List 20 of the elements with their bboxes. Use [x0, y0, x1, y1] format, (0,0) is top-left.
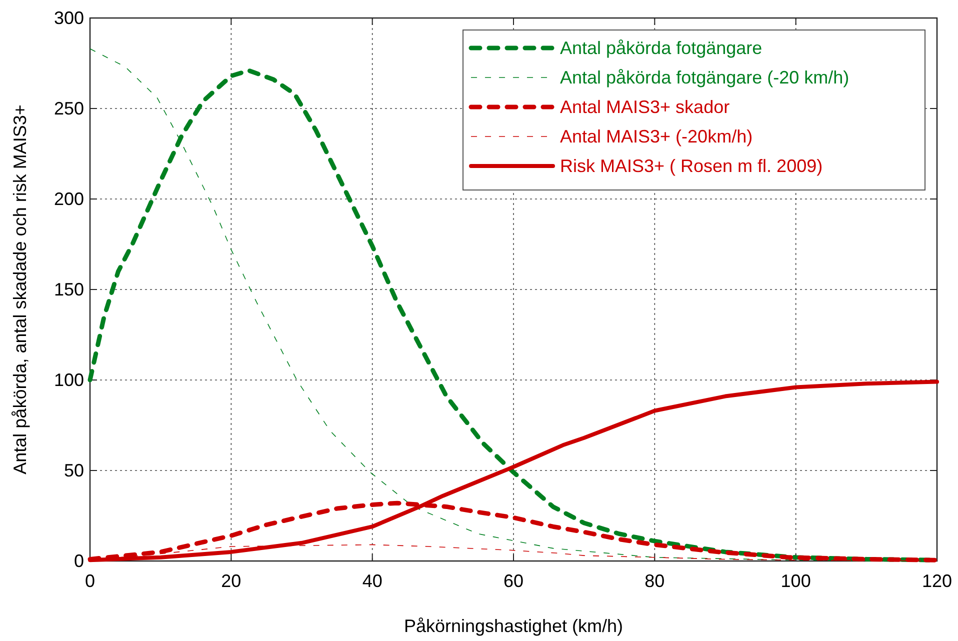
y-tick-label: 0	[74, 551, 84, 571]
legend-label: Antal MAIS3+ skador	[560, 97, 730, 117]
x-tick-label: 120	[922, 571, 952, 591]
x-tick-label: 60	[503, 571, 524, 591]
y-tick-label: 300	[54, 8, 84, 28]
legend-label: Antal påkörda fotgängare	[560, 38, 762, 58]
legend-label: Risk MAIS3+ ( Rosen m fl. 2009)	[560, 156, 823, 176]
y-tick-label: 200	[54, 189, 84, 209]
y-axis-title: Antal påkörda, antal skadade och risk MAIS3+	[10, 104, 30, 474]
x-tick-label: 80	[644, 571, 665, 591]
y-tick-label: 100	[54, 370, 84, 390]
x-tick-label: 20	[221, 571, 242, 591]
y-tick-label: 250	[54, 98, 84, 118]
x-axis-title: Påkörningshastighet (km/h)	[404, 616, 624, 636]
legend-label: Antal påkörda fotgängare (-20 km/h)	[560, 68, 850, 88]
y-tick-label: 50	[64, 460, 84, 480]
legend-label: Antal MAIS3+ (-20km/h)	[560, 126, 753, 146]
x-tick-label: 40	[362, 571, 382, 591]
x-tick-label: 100	[780, 571, 811, 591]
y-tick-label: 150	[54, 280, 84, 300]
